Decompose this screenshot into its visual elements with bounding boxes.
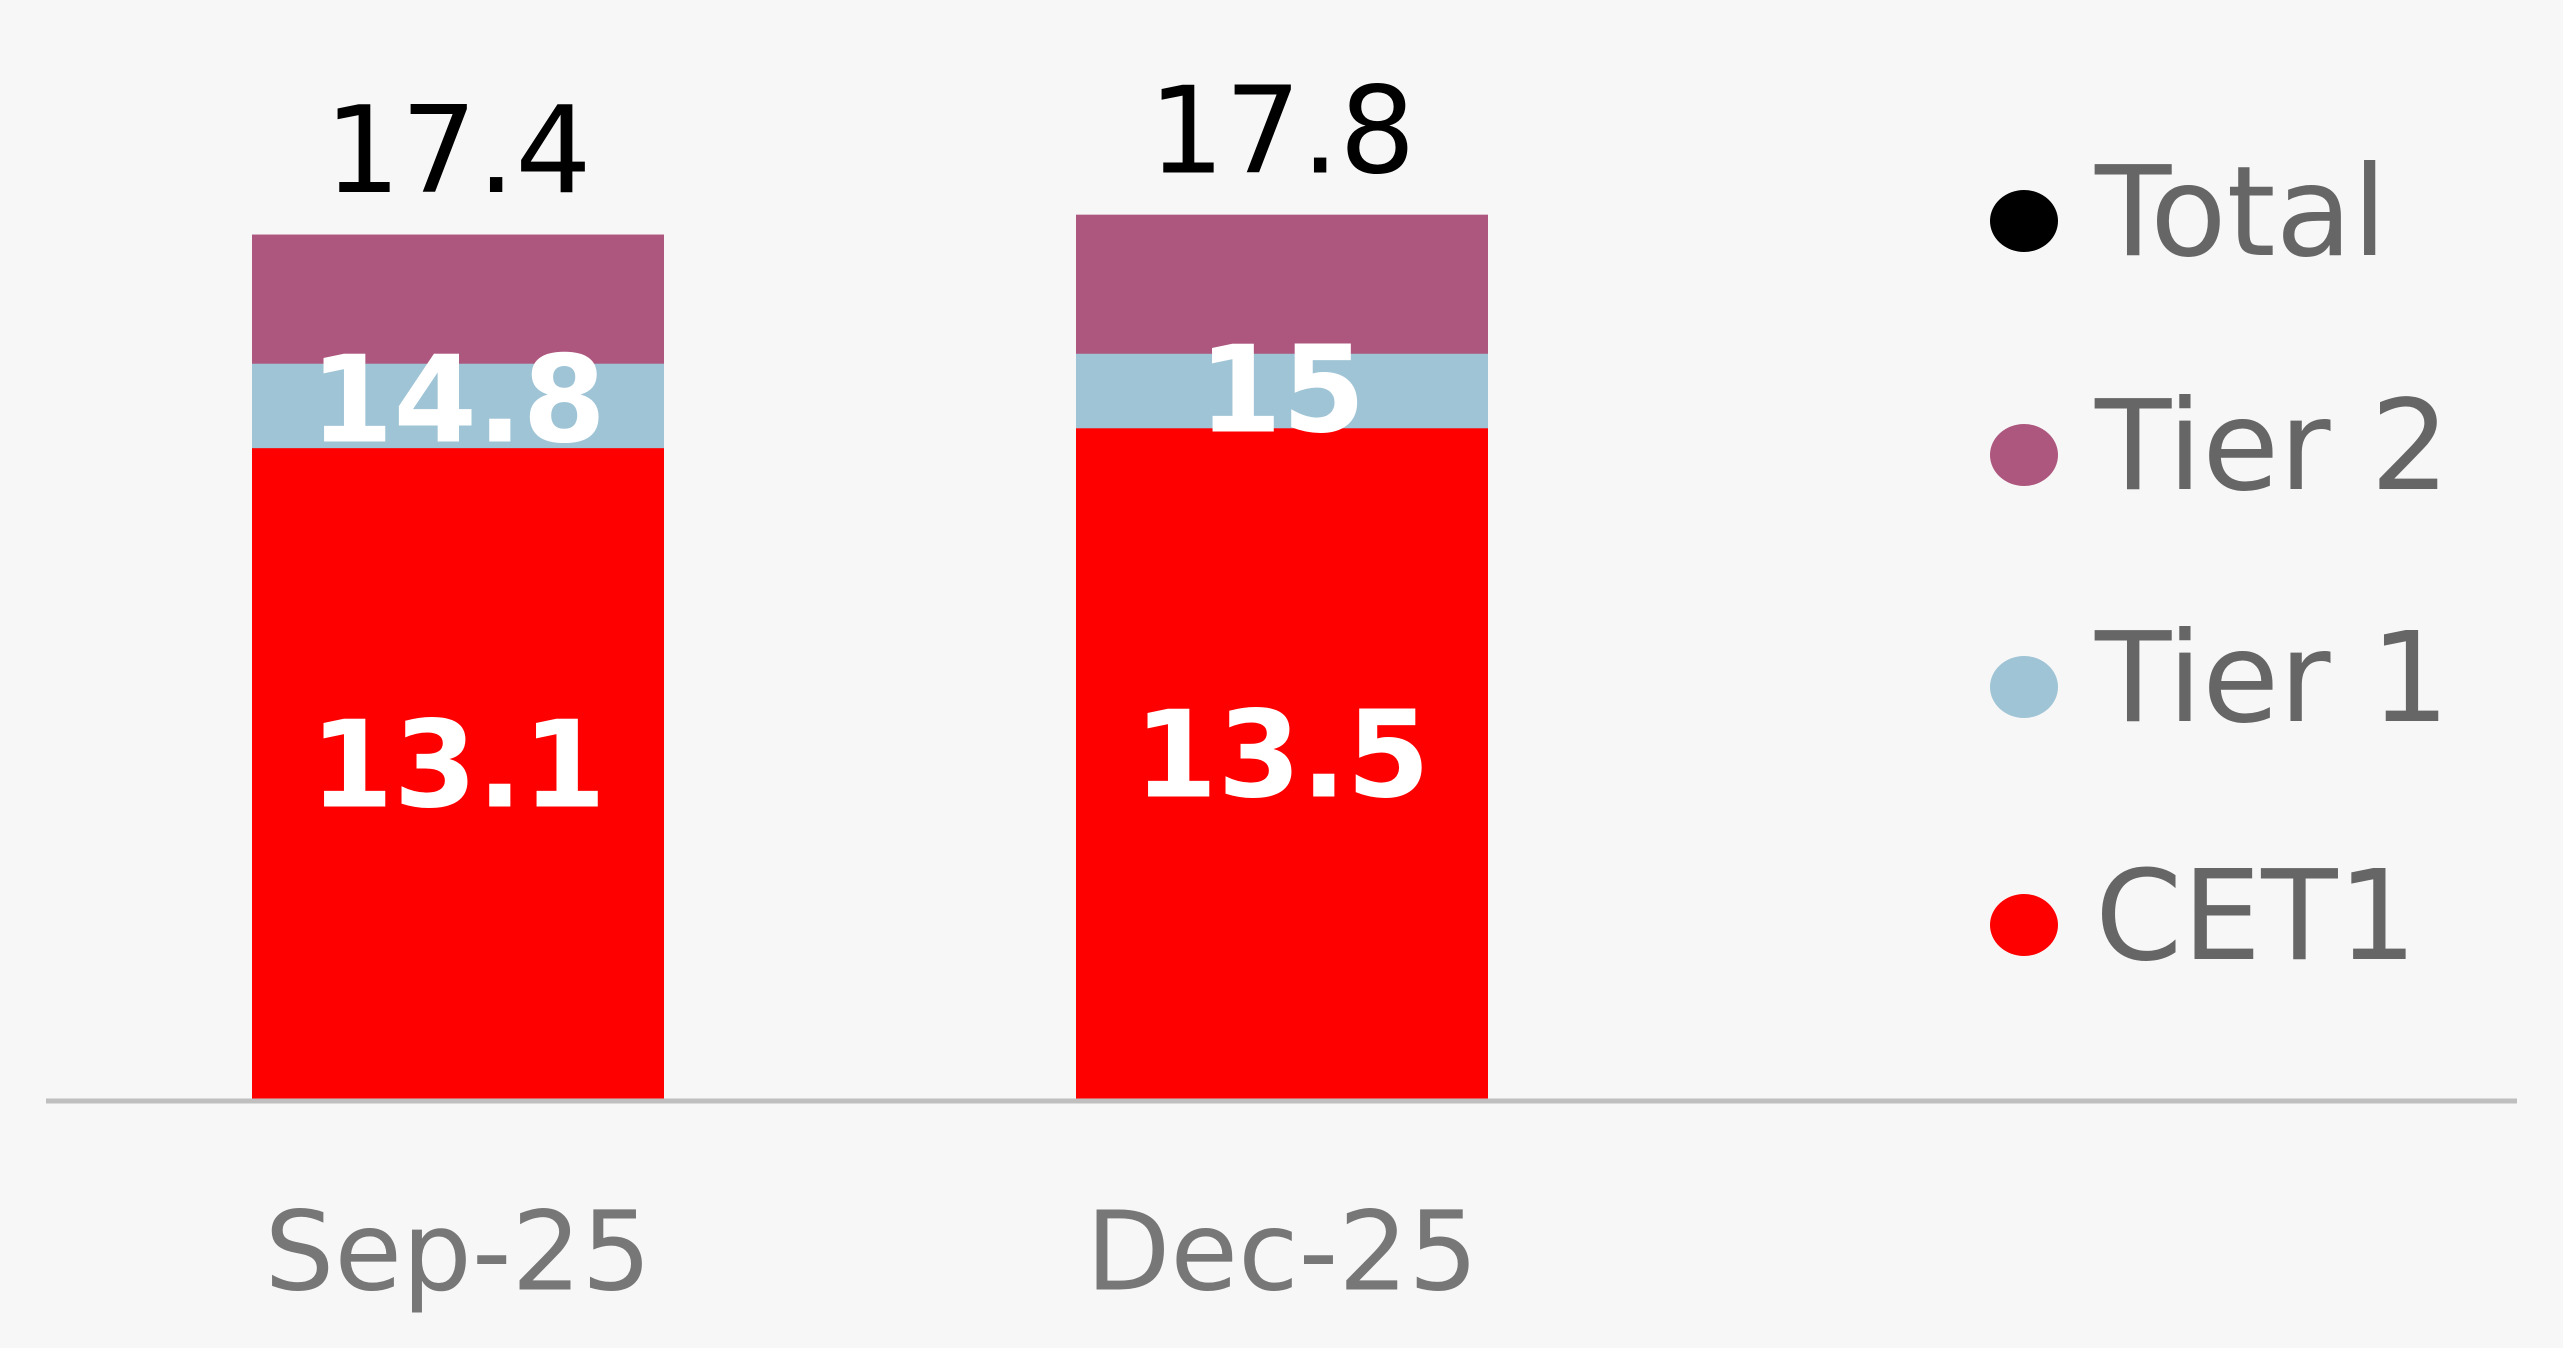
legend-marker — [1990, 424, 2058, 486]
legend-label: Tier 1 — [2094, 606, 2450, 751]
bar-segment — [252, 448, 664, 1099]
legend-label: Total — [2094, 140, 2387, 285]
legend-marker — [1990, 894, 2058, 956]
data-label: 17.8 — [1148, 62, 1415, 201]
data-label: 15 — [1199, 321, 1366, 460]
data-label: 13.1 — [310, 696, 606, 835]
data-label: 13.5 — [1134, 686, 1430, 825]
x-tick-label: Sep-25 — [265, 1187, 652, 1315]
data-label: 17.4 — [324, 82, 591, 221]
legend-marker — [1990, 656, 2058, 718]
legend-label: Tier 2 — [2094, 374, 2450, 519]
legend-marker — [1990, 190, 2058, 252]
data-label: 14.8 — [310, 331, 606, 470]
x-tick-label: Dec-25 — [1086, 1187, 1479, 1315]
bar-segment — [1076, 428, 1488, 1100]
legend-label: CET1 — [2095, 844, 2417, 989]
